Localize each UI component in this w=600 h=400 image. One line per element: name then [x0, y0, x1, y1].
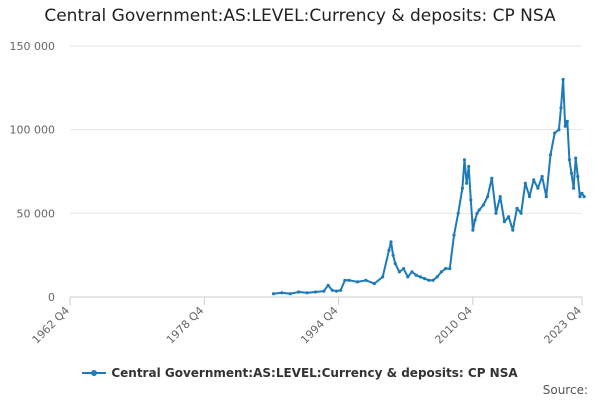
data-point [326, 283, 330, 287]
data-point [576, 174, 580, 179]
data-point [313, 290, 318, 294]
credits-link[interactable]: Source: [542, 383, 588, 397]
data-point [563, 124, 567, 128]
data-point [471, 228, 475, 232]
data-point [381, 275, 385, 279]
data-point [465, 181, 469, 185]
data-point [507, 215, 511, 219]
data-point [515, 206, 519, 210]
data-point [418, 275, 422, 279]
data-point [305, 291, 309, 295]
x-tick-label: 2010 Q4 [432, 304, 475, 347]
data-point [423, 277, 427, 281]
data-point [536, 186, 540, 190]
data-point [527, 195, 532, 199]
y-tick-label: 150 000 [10, 40, 56, 53]
data-point [452, 233, 456, 237]
data-point [486, 195, 490, 199]
x-tick-label: 1978 Q4 [164, 304, 207, 347]
legend[interactable]: Central Government:AS:LEVEL:Currency & d… [0, 366, 600, 380]
data-point [572, 186, 576, 190]
data-point [414, 273, 418, 277]
data-point [561, 77, 565, 82]
data-point [544, 195, 548, 199]
data-point [481, 203, 485, 207]
data-point [391, 253, 395, 257]
data-point [397, 270, 401, 274]
data-point [462, 158, 467, 162]
data-point [297, 290, 301, 294]
data-point [271, 292, 276, 296]
data-point [532, 178, 536, 182]
data-point [565, 119, 569, 123]
data-point [431, 278, 435, 282]
data-point [578, 195, 582, 199]
y-tick-label: 0 [48, 291, 55, 304]
data-point [498, 195, 502, 199]
data-point [387, 248, 391, 252]
data-point [567, 158, 572, 162]
x-tick-label: 1994 Q4 [298, 304, 341, 347]
y-tick-label: 50 000 [17, 207, 56, 220]
chart-title: Central Government:AS:LEVEL:Currency & d… [44, 6, 556, 26]
data-point [580, 191, 584, 195]
data-point [582, 195, 586, 199]
data-point [322, 289, 326, 293]
data-point [467, 164, 471, 169]
data-point [460, 186, 464, 190]
data-point [473, 218, 477, 222]
data-point [548, 153, 553, 157]
data-point [553, 131, 557, 135]
legend-label: Central Government:AS:LEVEL:Currency & d… [111, 366, 518, 380]
data-point [406, 275, 410, 279]
data-point [402, 267, 406, 271]
data-point [347, 278, 351, 282]
data-point [569, 171, 574, 175]
data-point [540, 174, 544, 179]
data-point [477, 208, 481, 212]
data-point [364, 278, 368, 282]
data-point [559, 106, 563, 110]
data-point [469, 198, 473, 202]
data-point [330, 288, 334, 292]
data-point [355, 280, 360, 284]
data-point [439, 270, 443, 274]
data-point [475, 211, 479, 215]
data-point [339, 288, 343, 292]
data-point [523, 181, 527, 185]
x-tick-label: 2023 Q4 [542, 304, 585, 347]
data-point [519, 211, 523, 215]
data-point [288, 292, 292, 296]
data-point [280, 291, 284, 295]
y-tick-label: 100 000 [10, 124, 56, 137]
data-point [372, 282, 376, 286]
data-point [334, 289, 339, 293]
data-point [557, 128, 561, 132]
data-point [427, 278, 431, 282]
legend-line-icon [82, 367, 107, 379]
data-point [511, 228, 515, 232]
data-point [343, 278, 347, 282]
series-line [273, 78, 585, 295]
data-point [435, 275, 439, 279]
data-point [574, 156, 578, 160]
data-point [502, 220, 506, 224]
data-point [490, 176, 494, 180]
data-point [456, 211, 460, 215]
data-point [448, 267, 452, 271]
data-point [494, 211, 498, 215]
data-point [393, 261, 397, 266]
data-point [389, 240, 393, 244]
data-point [410, 270, 414, 274]
data-point [444, 267, 448, 271]
x-tick-label: 1962 Q4 [30, 304, 73, 347]
